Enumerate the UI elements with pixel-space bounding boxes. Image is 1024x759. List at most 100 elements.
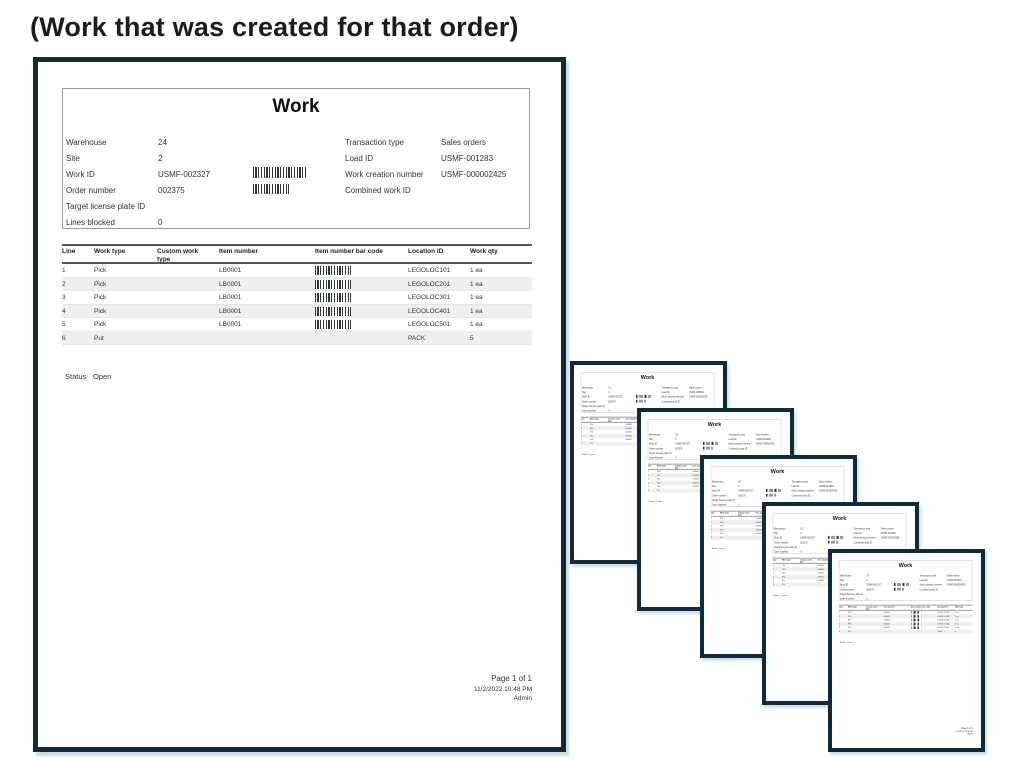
- cell-line: 5: [838, 626, 840, 629]
- column-header: Item number: [625, 417, 637, 420]
- status-value: Open: [93, 372, 112, 381]
- cell-item_number: LB0001: [883, 615, 890, 618]
- field-label: Transaction type: [661, 386, 679, 390]
- table-row: 2 Pick LB0001 LEGOLOC201 1 ea: [62, 277, 532, 291]
- status-row: Status Open: [774, 594, 787, 597]
- column-header: Work qty: [470, 248, 498, 255]
- field-value: 2: [800, 532, 802, 535]
- field-label: Transaction type: [791, 480, 809, 484]
- cell-item_number: LB0001: [817, 572, 824, 575]
- report-header-box: Work Warehouse 24 Site 2 Work ID USMF-002327 O…: [580, 372, 715, 413]
- field-value: USMF-002327: [800, 536, 816, 540]
- column-header: Line: [62, 248, 76, 255]
- cell-line: 3: [62, 294, 66, 301]
- column-header: Custom work type: [674, 464, 687, 470]
- work-report-thumbnail: Work Warehouse 24 Site 2 Work ID USMF-002327 O…: [828, 549, 985, 752]
- status-value: Open: [719, 547, 725, 550]
- cell-location_id: LEGOLOC401: [408, 307, 451, 315]
- cell-work_qty: 1 ea: [955, 626, 959, 629]
- field-label: Target license plate ID: [711, 498, 735, 502]
- field-label: Warehouse: [773, 527, 786, 531]
- footer-timestamp: 11/2/2022 10:48 PM: [473, 686, 532, 693]
- barcode: [635, 399, 646, 403]
- barcode: [765, 493, 776, 497]
- status-row: Status Open: [582, 453, 595, 456]
- cell-line: 4: [62, 307, 66, 315]
- table-row: 4 Pick LB0001 LEGOLOC401 1 ea: [838, 622, 973, 626]
- field-value: USMF-001283: [688, 391, 704, 394]
- cell-item_number: LB0001: [817, 568, 824, 571]
- field-value: 24: [158, 138, 167, 147]
- status-label: Status: [839, 641, 846, 644]
- barcode: [765, 488, 781, 493]
- field-label: Transaction type: [919, 574, 937, 578]
- column-header: Work type: [94, 248, 126, 255]
- cell-work_type: Put: [656, 489, 660, 492]
- field-value: 0: [800, 550, 802, 553]
- cell-item_number: LB0001: [817, 579, 824, 582]
- cell-item_number: LB0001: [625, 431, 632, 434]
- column-header: Work type: [656, 464, 666, 467]
- item-barcode: [315, 266, 351, 275]
- cell-work_type: Pick: [94, 267, 107, 274]
- table-row: 6 Put PACK 5: [62, 331, 532, 345]
- field-value: USMF-000002425: [441, 170, 507, 179]
- status-label: Status: [648, 500, 655, 503]
- field-label: Target license plate ID: [839, 592, 863, 596]
- work-report-content: Work Warehouse 24 Site 2 Work ID USMF-002327 O…: [38, 62, 561, 747]
- cell-location_id: LEGOLOC501: [408, 321, 451, 328]
- field-value: USMF-001283: [441, 154, 494, 163]
- cell-work_type: Pick: [656, 478, 661, 481]
- field-label: Lines blocked: [66, 218, 115, 227]
- cell-line: 4: [710, 528, 712, 531]
- barcode: [253, 184, 289, 194]
- barcode: [827, 535, 843, 540]
- cell-line: 3: [580, 431, 582, 434]
- status-row: Status Open: [649, 500, 662, 503]
- field-label: Warehouse: [648, 433, 661, 437]
- item-barcode: [910, 614, 922, 618]
- cell-item_number: LB0001: [883, 611, 890, 614]
- cell-line: 4: [647, 481, 649, 484]
- field-label: Load ID: [728, 438, 737, 441]
- cell-work_type: Pick: [719, 517, 724, 520]
- table-row: 1 Pick LB0001 LEGOLOC101 1 ea: [62, 264, 532, 278]
- column-header: Custom work type: [865, 605, 878, 611]
- table-header-row: Line Work type Custom work type Item number…: [62, 244, 532, 264]
- cell-line: 6: [838, 630, 840, 633]
- column-header: Custom work type: [737, 511, 750, 517]
- field-value: USMF-002327: [608, 395, 624, 399]
- cell-item_number: LB0001: [883, 622, 890, 625]
- field-value: 0: [675, 456, 677, 459]
- field-label: Work creation number: [853, 536, 876, 540]
- field-label: Transaction type: [345, 138, 404, 147]
- field-value: 2: [158, 154, 163, 163]
- field-label: Transaction type: [728, 433, 746, 437]
- field-label: Work ID: [648, 442, 658, 446]
- barcode: [893, 582, 909, 587]
- field-label: Warehouse: [711, 480, 724, 484]
- cell-item_number: LB0001: [625, 427, 632, 430]
- status-value: Open: [589, 453, 595, 456]
- cell-item_number: LB0001: [817, 575, 824, 578]
- cell-work_type: Pick: [847, 615, 852, 618]
- field-value: 002375: [158, 186, 185, 195]
- field-label: Order number: [648, 447, 664, 450]
- field-value: 002375: [608, 400, 616, 403]
- cell-item_number: LB0001: [692, 478, 699, 481]
- work-report-content: Work Warehouse 24 Site 2 Work ID USMF-002327 O…: [832, 553, 981, 748]
- status-value: Open: [656, 500, 662, 503]
- cell-item_number: LB0001: [692, 485, 699, 488]
- cell-work_type: Pick: [719, 521, 724, 524]
- cell-work_type: Pick: [656, 470, 661, 473]
- field-value: Sales orders: [688, 386, 702, 390]
- cell-work_qty: 1 ea: [955, 615, 959, 618]
- cell-location_id: LEGOLOC301: [937, 619, 950, 622]
- footer-timestamp: 11/2/2022 10:48 PM: [956, 730, 973, 733]
- work-report-page: Work Warehouse 24 Site 2 Work ID USMF-002327 O…: [33, 57, 566, 752]
- cell-line: 2: [647, 474, 649, 477]
- report-title: Work: [898, 562, 913, 569]
- column-header: Item number: [883, 605, 895, 608]
- cell-work_qty: 5: [470, 334, 474, 342]
